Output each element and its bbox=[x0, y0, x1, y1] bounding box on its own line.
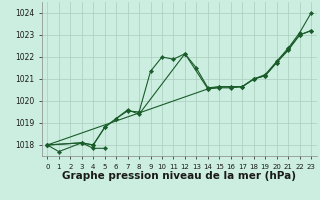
X-axis label: Graphe pression niveau de la mer (hPa): Graphe pression niveau de la mer (hPa) bbox=[62, 171, 296, 181]
